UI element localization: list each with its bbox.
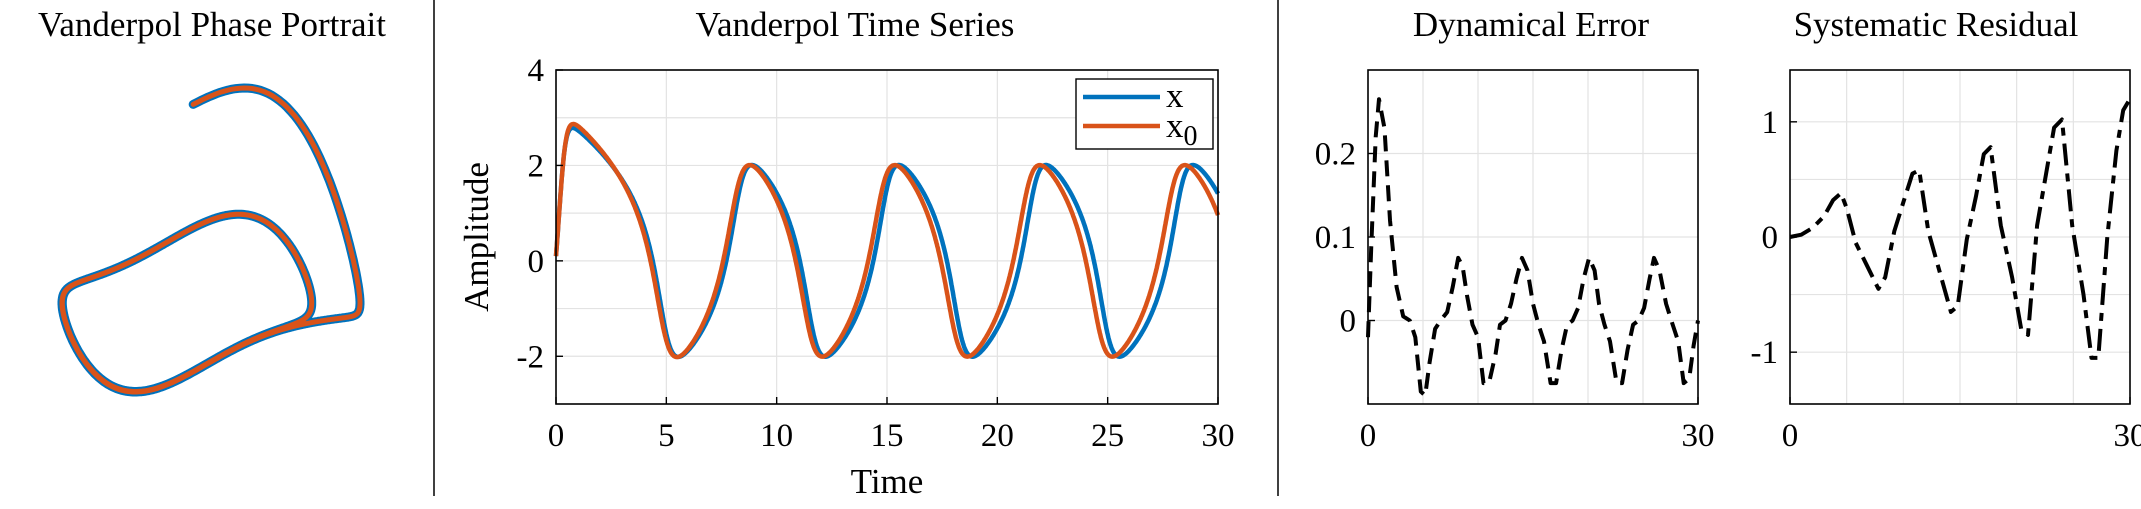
x-tick-label: 0 bbox=[548, 418, 565, 454]
y-tick-label: 0.1 bbox=[1315, 220, 1356, 256]
y-tick-label: 4 bbox=[528, 53, 545, 89]
systematic-residual-y-ticks: -1 0 1 bbox=[1751, 105, 1797, 371]
y-tick-label: -2 bbox=[517, 339, 545, 375]
time-series-y-ticks: -2 0 2 4 bbox=[517, 53, 563, 375]
time-series-x-ticks: 0 5 10 15 20 25 30 bbox=[548, 397, 1235, 454]
time-series-panel: Vanderpol Time Series 0 5 10 15 20 25 30 -2 0 2 4… bbox=[457, 5, 1235, 501]
x-tick-label: 30 bbox=[1682, 418, 1715, 454]
dynamical-error-title: Dynamical Error bbox=[1413, 5, 1649, 44]
time-series-plot-area bbox=[553, 121, 1221, 360]
x-tick-label: 20 bbox=[981, 418, 1014, 454]
time-series-x-label: Time bbox=[851, 462, 924, 501]
x-tick-label: 15 bbox=[871, 418, 904, 454]
x-tick-label: 25 bbox=[1091, 418, 1124, 454]
y-tick-label: 0.2 bbox=[1315, 137, 1356, 173]
systematic-residual-plot-area bbox=[1789, 97, 2132, 360]
dynamical-error-panel: Dynamical Error 0 30 0 0.1 0.2 bbox=[1315, 5, 1715, 454]
systematic-residual-title: Systematic Residual bbox=[1794, 5, 2079, 44]
dynamical-error-plot-area bbox=[1366, 97, 1700, 398]
time-series-title: Vanderpol Time Series bbox=[696, 5, 1015, 44]
y-tick-label: 0 bbox=[1762, 220, 1779, 256]
phase-portrait-panel: Vanderpol Phase Portrait bbox=[38, 5, 386, 397]
y-tick-label: 0 bbox=[528, 244, 545, 280]
legend-box bbox=[1075, 78, 1214, 150]
legend-label-x: x bbox=[1166, 76, 1184, 115]
y-tick-label: -1 bbox=[1751, 335, 1779, 371]
phase-series-x0 bbox=[59, 85, 363, 395]
y-tick-label: 0 bbox=[1340, 304, 1357, 340]
dynamical-error-line bbox=[1366, 97, 1700, 398]
x-tick-label: 10 bbox=[760, 418, 793, 454]
dynamical-error-y-ticks: 0 0.1 0.2 bbox=[1315, 137, 1375, 340]
x-tick-label: 0 bbox=[1782, 418, 1799, 454]
phase-series-x bbox=[57, 83, 365, 397]
x-tick-label: 30 bbox=[2114, 418, 2141, 454]
legend-label-x0: x0 bbox=[1166, 106, 1198, 152]
x-tick-label: 5 bbox=[658, 418, 675, 454]
dynamical-error-x-ticks: 0 30 bbox=[1360, 397, 1715, 454]
systematic-residual-x-ticks: 0 30 bbox=[1782, 397, 2141, 454]
phase-portrait-title: Vanderpol Phase Portrait bbox=[38, 5, 386, 44]
systematic-residual-grid bbox=[1789, 70, 2131, 404]
time-series-legend: x x0 bbox=[1075, 76, 1214, 152]
y-tick-label: 2 bbox=[528, 148, 545, 184]
time-series-line-x0 bbox=[553, 121, 1221, 360]
systematic-residual-panel: Systematic Residual 0 30 -1 0 1 bbox=[1751, 5, 2141, 454]
y-tick-label: 1 bbox=[1762, 105, 1779, 141]
time-series-y-label: Amplitude bbox=[457, 162, 496, 312]
dynamical-error-grid bbox=[1367, 69, 1699, 405]
phase-portrait-curves bbox=[57, 83, 365, 397]
x-tick-label: 30 bbox=[1202, 418, 1235, 454]
x-tick-label: 0 bbox=[1360, 418, 1377, 454]
systematic-residual-line bbox=[1789, 97, 2132, 360]
